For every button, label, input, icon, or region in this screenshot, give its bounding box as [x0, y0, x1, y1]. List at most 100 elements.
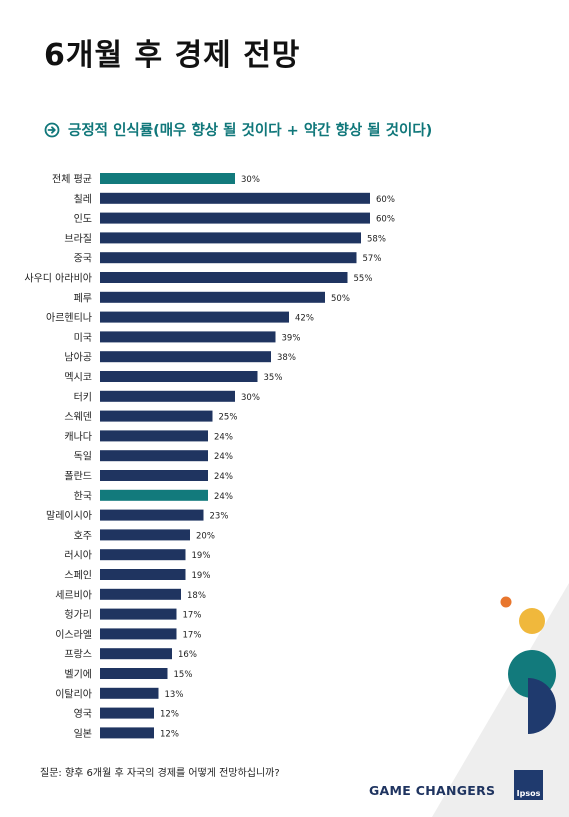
bar	[100, 509, 204, 521]
bar	[100, 489, 208, 501]
bar	[100, 549, 186, 561]
category-label: 사우디 아라비아	[24, 273, 92, 285]
bar	[100, 331, 276, 343]
category-label: 멕시코	[64, 372, 92, 384]
bar	[100, 628, 177, 640]
subtitle-row: 긍정적 인식률(매우 향상 될 것이다 + 약간 향상 될 것이다)	[44, 119, 432, 140]
data-label: 30%	[241, 175, 260, 185]
category-label: 스페인	[64, 570, 92, 582]
category-label: 칠레	[74, 193, 92, 205]
bar	[100, 390, 235, 402]
bar	[100, 687, 159, 699]
category-label: 스웨덴	[64, 411, 92, 423]
data-label: 30%	[241, 393, 260, 403]
data-label: 19%	[192, 551, 211, 561]
category-label: 벨기에	[64, 669, 92, 681]
decor-teal-circle	[508, 650, 556, 698]
data-label: 50%	[331, 294, 350, 304]
bar	[100, 529, 190, 541]
category-label: 한국	[74, 490, 92, 502]
footnote: 질문: 향후 6개월 후 자국의 경제를 어떻게 전망하십니까?	[40, 768, 280, 779]
data-label: 17%	[183, 630, 202, 640]
data-label: 24%	[214, 452, 233, 462]
data-label: 17%	[183, 611, 202, 621]
category-label: 중국	[74, 253, 92, 265]
data-label: 24%	[214, 432, 233, 442]
data-label: 60%	[376, 195, 395, 205]
data-label: 60%	[376, 215, 395, 225]
bar	[100, 430, 208, 442]
data-label: 12%	[160, 729, 179, 739]
data-label: 25%	[219, 413, 238, 423]
data-label: 42%	[295, 314, 314, 324]
data-label: 39%	[282, 333, 301, 343]
data-label: 20%	[196, 531, 215, 541]
category-label: 헝가리	[64, 609, 92, 621]
data-label: 12%	[160, 710, 179, 720]
category-label: 미국	[74, 332, 92, 344]
category-label: 캐나다	[64, 431, 92, 443]
arrow-right-icon	[44, 122, 60, 137]
data-label: 35%	[264, 373, 283, 383]
category-label: 말레이시아	[46, 510, 92, 522]
bar	[100, 450, 208, 462]
bar	[100, 608, 177, 620]
bar	[100, 311, 289, 323]
data-label: 23%	[210, 512, 229, 522]
data-label: 18%	[187, 591, 206, 601]
decor-orange-dot	[500, 596, 512, 608]
data-label: 38%	[277, 353, 296, 363]
data-label: 57%	[363, 254, 382, 264]
bar	[100, 291, 325, 303]
bar	[100, 173, 235, 184]
bar	[100, 470, 208, 481]
ipsos-logo-text: Ipsos	[516, 789, 541, 798]
brand-tagline: GAME CHANGERS	[369, 783, 496, 798]
bar	[100, 252, 357, 264]
category-label: 세르비아	[55, 589, 92, 601]
data-label: 16%	[178, 650, 197, 660]
decor-yellow-circle	[519, 608, 545, 634]
category-label: 남아공	[64, 352, 92, 364]
category-label: 페루	[74, 292, 92, 304]
data-label: 19%	[192, 571, 211, 581]
category-label: 영국	[74, 708, 92, 720]
bar	[100, 272, 348, 283]
data-label: 13%	[165, 690, 184, 700]
category-label: 인도	[74, 213, 92, 225]
category-label: 이스라엘	[55, 628, 92, 641]
bar	[100, 569, 186, 580]
category-label: 브라질	[64, 233, 92, 245]
data-label: 58%	[367, 234, 386, 244]
category-label: 터키	[74, 391, 92, 403]
category-label: 폴란드	[64, 471, 92, 483]
bar	[100, 212, 370, 224]
data-label: 15%	[174, 670, 193, 680]
category-label: 러시아	[64, 550, 92, 562]
category-label: 이탈리아	[55, 687, 92, 700]
page-title: 6개월 후 경제 전망	[44, 38, 301, 73]
bar	[100, 727, 154, 739]
data-label: 24%	[214, 492, 233, 502]
bar	[100, 707, 154, 719]
data-label: 24%	[214, 472, 233, 482]
category-label: 아르헨티나	[46, 312, 92, 324]
bar-chart: 전체 평균 30% 칠레 60% 인도 60% 브라질 58% 중국 57% 사우디 아라비아 55%…	[24, 173, 395, 740]
bar	[100, 192, 370, 204]
category-label: 전체 평균	[52, 174, 92, 186]
bar	[100, 668, 168, 679]
decor-navy-half-circle	[528, 678, 556, 734]
data-label: 55%	[354, 274, 373, 284]
category-label: 독일	[74, 451, 92, 463]
bar	[100, 410, 213, 422]
category-label: 일본	[74, 728, 92, 740]
bar	[100, 351, 271, 363]
category-label: 프랑스	[64, 649, 92, 661]
category-label: 호주	[74, 530, 92, 542]
bar	[100, 648, 172, 660]
bar	[100, 588, 181, 600]
decor-gray-panel	[432, 583, 569, 817]
bar	[100, 232, 361, 244]
bar	[100, 371, 258, 382]
chart-subtitle: 긍정적 인식률(매우 향상 될 것이다 + 약간 향상 될 것이다)	[68, 123, 433, 139]
